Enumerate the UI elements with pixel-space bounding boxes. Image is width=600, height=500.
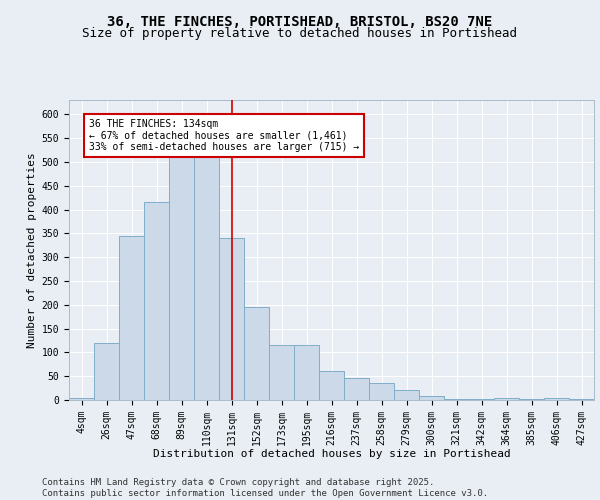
Bar: [319, 372, 344, 400]
Bar: [444, 398, 469, 400]
Bar: [94, 343, 119, 400]
Bar: [69, 398, 94, 400]
Bar: [194, 148, 219, 400]
Bar: [294, 345, 319, 400]
Bar: [369, 384, 394, 400]
Bar: [169, 148, 194, 400]
Bar: [419, 396, 444, 400]
Bar: [569, 399, 594, 400]
Bar: [344, 378, 369, 400]
Text: Size of property relative to detached houses in Portishead: Size of property relative to detached ho…: [83, 26, 517, 40]
Bar: [394, 390, 419, 400]
Bar: [119, 236, 144, 400]
X-axis label: Distribution of detached houses by size in Portishead: Distribution of detached houses by size …: [152, 449, 511, 459]
Text: 36 THE FINCHES: 134sqm
← 67% of detached houses are smaller (1,461)
33% of semi-: 36 THE FINCHES: 134sqm ← 67% of detached…: [89, 119, 359, 152]
Bar: [469, 399, 494, 400]
Y-axis label: Number of detached properties: Number of detached properties: [28, 152, 37, 348]
Bar: [144, 202, 169, 400]
Bar: [519, 399, 544, 400]
Bar: [544, 398, 569, 400]
Bar: [269, 345, 294, 400]
Bar: [219, 238, 244, 400]
Text: 36, THE FINCHES, PORTISHEAD, BRISTOL, BS20 7NE: 36, THE FINCHES, PORTISHEAD, BRISTOL, BS…: [107, 15, 493, 29]
Bar: [244, 307, 269, 400]
Bar: [494, 398, 519, 400]
Text: Contains HM Land Registry data © Crown copyright and database right 2025.
Contai: Contains HM Land Registry data © Crown c…: [42, 478, 488, 498]
